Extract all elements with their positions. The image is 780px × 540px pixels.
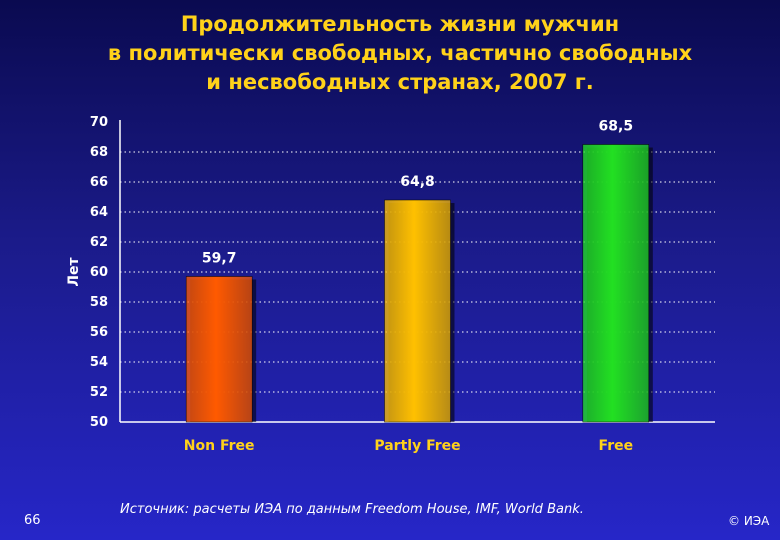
y-tick-label-58: 58 (90, 295, 108, 310)
y-tick-label-54: 54 (90, 355, 108, 370)
data-label-1: 64,8 (400, 174, 435, 190)
y-tick-label-50: 50 (90, 415, 108, 430)
y-tick-label-56: 56 (90, 325, 108, 340)
y-axis-label: Лет (66, 257, 82, 287)
y-tick-label-64: 64 (90, 205, 108, 220)
y-tick-label-52: 52 (90, 385, 108, 400)
bar-non-free (185, 276, 253, 423)
y-tick-label-60: 60 (90, 265, 108, 280)
bar-partly-free (384, 199, 451, 423)
data-label-2: 68,5 (599, 119, 634, 135)
source-note: Источник: расчеты ИЭА по данным Freedom … (120, 502, 584, 517)
category-label-1: Partly Free (374, 438, 460, 454)
y-tick-label-68: 68 (90, 145, 108, 160)
y-tick-label-70: 70 (90, 115, 108, 130)
title-line-2: в политически свободных, частично свобод… (107, 41, 693, 65)
page-number: 66 (24, 513, 41, 528)
copyright: © ИЭА (728, 514, 770, 528)
category-label-0: Non Free (184, 438, 255, 454)
category-label-2: Free (599, 438, 634, 454)
title-line-3: и несвободных странах, 2007 г. (206, 70, 594, 94)
y-tick-label-66: 66 (90, 175, 108, 190)
y-tick-label-62: 62 (90, 235, 108, 250)
data-label-0: 59,7 (202, 251, 237, 267)
bar-free (582, 144, 650, 423)
title-line-1: Продолжительность жизни мужчин (180, 12, 620, 36)
chart-title: Продолжительность жизни мужчин в политич… (40, 10, 760, 97)
